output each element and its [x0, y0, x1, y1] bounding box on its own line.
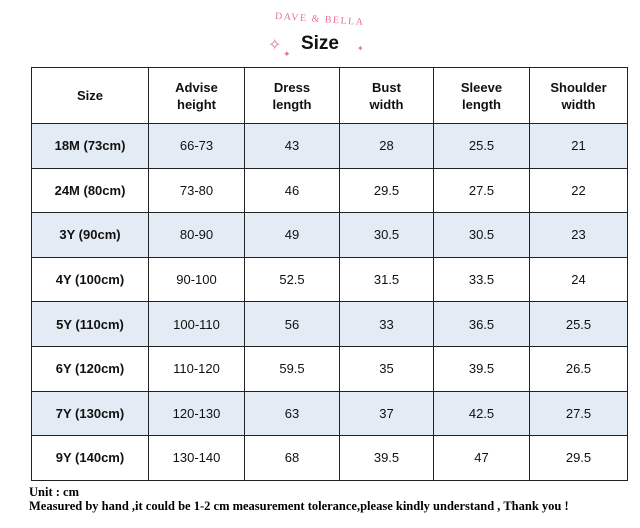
measurement-cell: 23 [529, 212, 628, 258]
measurement-cell: 29.5 [339, 167, 434, 214]
measurement-cell: 39.5 [339, 435, 434, 481]
measurement-cell: 63 [244, 390, 340, 437]
measurement-cell: 35 [339, 345, 434, 392]
sparkle-icon: ✦ [283, 49, 291, 59]
column-header-line: height [177, 96, 216, 112]
table-row: 4Y (100cm) 90-100 52.5 31.5 33.5 24 [31, 256, 628, 303]
measurement-cell: 27.5 [433, 167, 530, 214]
measurement-cell: 80-90 [148, 212, 245, 258]
table-row: 6Y (120cm) 110-120 59.5 35 39.5 26.5 [31, 345, 628, 392]
measurement-cell: 59.5 [244, 345, 340, 392]
measurement-cell: 30.5 [339, 212, 434, 258]
column-header: Sleeve length [433, 67, 530, 124]
measurement-cell: 21 [529, 123, 628, 169]
measurement-cell: 49 [244, 212, 340, 258]
measurement-cell: 36.5 [433, 301, 530, 347]
measurement-cell: 25.5 [529, 301, 628, 347]
column-header-line: Advise [175, 79, 218, 95]
measurement-cell: 24 [529, 256, 628, 303]
page-title: Size [300, 33, 340, 54]
table-row: 5Y (110cm) 100-110 56 33 36.5 25.5 [31, 301, 628, 347]
size-cell: 24M (80cm) [31, 167, 149, 214]
column-header-line: length [462, 96, 501, 112]
measurement-cell: 73-80 [148, 167, 245, 214]
column-header: Size [31, 67, 149, 124]
measurement-cell: 33 [339, 301, 434, 347]
table-row: 3Y (90cm) 80-90 49 30.5 30.5 23 [31, 212, 628, 258]
column-header: Dress length [244, 67, 340, 124]
measurement-cell: 56 [244, 301, 340, 347]
measurement-cell: 110-120 [148, 345, 245, 392]
column-header-line: width [561, 96, 596, 112]
column-header-line: Size [76, 88, 103, 103]
measurement-cell: 66-73 [148, 123, 245, 169]
measurement-cell: 130-140 [148, 435, 245, 481]
size-cell: 7Y (130cm) [31, 390, 149, 437]
column-header-line: Sleeve [460, 79, 503, 95]
measurement-cell: 68 [244, 435, 340, 481]
size-cell: 4Y (100cm) [31, 256, 149, 303]
size-cell: 18M (73cm) [31, 123, 149, 169]
column-header-line: Shoulder [550, 79, 607, 95]
brand-logo: DAVE & BELLA [274, 10, 366, 29]
column-header-line: Dress [273, 79, 311, 95]
sparkle-icon: ✧ [268, 37, 282, 54]
column-header: Bust width [339, 67, 434, 124]
tolerance-note: Measured by hand ,it could be 1-2 cm mea… [29, 499, 569, 513]
column-header-line: width [369, 96, 404, 112]
sparkle-icon: ✦ [357, 44, 364, 53]
size-cell: 9Y (140cm) [31, 435, 149, 481]
column-header: Shoulder width [529, 67, 628, 124]
size-cell: 3Y (90cm) [31, 212, 149, 258]
measurement-cell: 37 [339, 390, 434, 437]
measurement-cell: 100-110 [148, 301, 245, 347]
measurement-cell: 27.5 [529, 390, 628, 437]
measurement-cell: 39.5 [433, 345, 530, 392]
measurement-cell: 29.5 [529, 435, 628, 481]
size-cell: 6Y (120cm) [31, 345, 149, 392]
table-body: 18M (73cm) 66-73 43 28 25.5 21 24M (80cm) 73-80… [31, 123, 628, 481]
column-header-line: length [272, 96, 312, 112]
measurement-cell: 22 [529, 167, 628, 214]
measurement-cell: 43 [244, 123, 340, 169]
table-header-row: Size Advise height Dress length Bust width Slee… [31, 67, 628, 124]
column-header-line: Bust [372, 79, 401, 95]
size-chart-table: Size Advise height Dress length Bust width Slee… [31, 67, 628, 481]
measurement-cell: 47 [433, 435, 530, 481]
measurement-cell: 90-100 [148, 256, 245, 303]
size-cell: 5Y (110cm) [31, 301, 149, 347]
measurement-cell: 52.5 [244, 256, 340, 303]
table-row: 18M (73cm) 66-73 43 28 25.5 21 [31, 123, 628, 169]
table-row: 7Y (130cm) 120-130 63 37 42.5 27.5 [31, 390, 628, 437]
measurement-cell: 46 [244, 167, 340, 214]
measurement-cell: 120-130 [148, 390, 245, 437]
table-row: 24M (80cm) 73-80 46 29.5 27.5 22 [31, 167, 628, 214]
measurement-cell: 25.5 [433, 123, 530, 169]
table-row: 9Y (140cm) 130-140 68 39.5 47 29.5 [31, 435, 628, 481]
measurement-cell: 26.5 [529, 345, 628, 392]
measurement-cell: 28 [339, 123, 434, 169]
measurement-cell: 30.5 [433, 212, 530, 258]
unit-note: Unit : cm [29, 485, 79, 499]
measurement-cell: 42.5 [433, 390, 530, 437]
column-header: Advise height [148, 67, 245, 124]
measurement-cell: 33.5 [433, 256, 530, 303]
measurement-cell: 31.5 [339, 256, 434, 303]
